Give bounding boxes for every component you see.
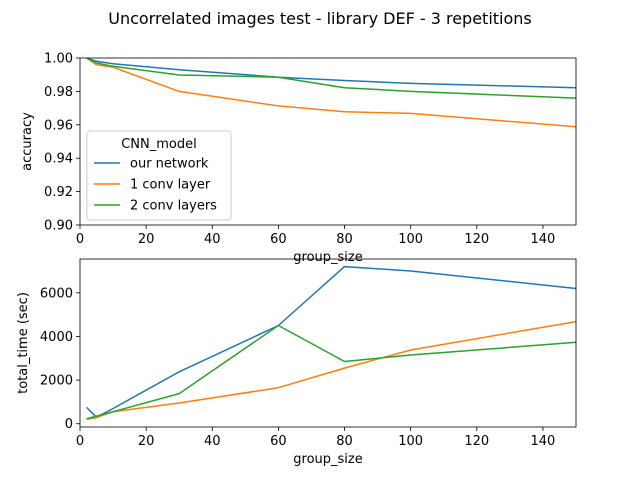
x-axis-label: group_size	[293, 452, 362, 467]
plot-frame	[79, 57, 577, 226]
x-tick-label: 120	[464, 232, 489, 247]
x-tick-label: 120	[464, 434, 489, 449]
x-tick-label: 60	[270, 232, 287, 247]
legend-label-3: 2 conv layers	[130, 199, 217, 214]
x-tick-label: 0	[76, 232, 84, 247]
y-axis-label: accuracy	[20, 112, 35, 171]
x-tick-label: 140	[531, 434, 556, 449]
x-tick-label: 140	[531, 232, 556, 247]
figure-title: Uncorrelated images test - library DEF -…	[108, 9, 532, 28]
y-axis-label: total_time (sec)	[16, 292, 31, 394]
plot-panel-2: 0 20 40 60 80 100 120 140 0 2000 4000 6000 group_siz…	[16, 258, 577, 467]
series-line-3	[86, 324, 576, 420]
x-tick-label: 80	[336, 434, 353, 449]
y-tick-label: 6000	[40, 286, 73, 301]
legend-title: CNN_model	[121, 137, 197, 152]
y-tick-label: 4000	[40, 330, 73, 345]
y-tick-label: 0.96	[44, 118, 73, 133]
series-line-2	[86, 320, 576, 421]
y-tick-label: 0.92	[44, 185, 73, 200]
legend-label-2: 1 conv layer	[130, 178, 211, 193]
series-line-1	[86, 58, 576, 89]
x-tick-label: 80	[336, 232, 353, 247]
series-line-2	[86, 58, 576, 128]
x-axis-label: group_size	[293, 250, 362, 265]
y-tick-label: 2000	[40, 374, 73, 389]
x-tick-label: 60	[270, 434, 287, 449]
plot-frame	[79, 258, 577, 428]
x-tick-label: 20	[138, 232, 155, 247]
legend-box	[86, 130, 232, 221]
x-tick-label: 40	[204, 232, 221, 247]
x-tick-label: 100	[398, 434, 423, 449]
y-tick-label: 1.00	[44, 52, 73, 67]
y-tick-label: 0.90	[44, 219, 73, 234]
x-tick-label: 0	[76, 434, 84, 449]
y-tick-label: 0.98	[44, 85, 73, 100]
legend-label-1: our network	[130, 157, 209, 172]
series-line-1	[86, 265, 576, 418]
plot-panel-1: 0 20 40 60 80 100 120 140 0.90 0.92 0.94 0.96 0.98 1.…	[20, 52, 577, 265]
x-tick-label: 40	[204, 434, 221, 449]
y-tick-label: 0.94	[44, 152, 73, 167]
series-line-3	[86, 58, 576, 99]
y-tick-label: 0	[65, 417, 73, 432]
x-tick-label: 20	[138, 434, 155, 449]
x-tick-label: 100	[398, 232, 423, 247]
